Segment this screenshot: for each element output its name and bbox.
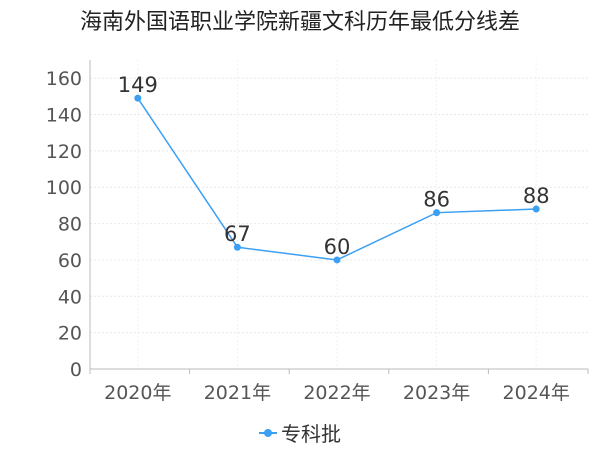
x-tick-label: 2023年 — [403, 382, 470, 404]
grid-lines — [90, 60, 588, 369]
y-tick-label: 100 — [46, 177, 82, 199]
data-point — [433, 209, 441, 217]
data-point — [134, 94, 142, 102]
x-tick-label: 2021年 — [204, 382, 271, 404]
series-group — [134, 94, 540, 264]
data-label: 67 — [224, 222, 251, 246]
y-tick-label: 80 — [58, 214, 82, 236]
y-tick-label: 40 — [58, 286, 82, 308]
data-labels: 149 67 60 86 88 — [118, 73, 550, 259]
y-tick-label: 20 — [58, 323, 82, 345]
x-tick-label: 2024年 — [503, 382, 570, 404]
legend[interactable]: 专科批 — [0, 418, 600, 447]
data-label: 60 — [324, 235, 351, 259]
x-tick-labels: 2020年 2021年 2022年 2023年 2024年 — [104, 382, 570, 404]
data-point — [233, 243, 241, 251]
legend-label: 专科批 — [281, 422, 341, 446]
y-tick-label: 140 — [46, 105, 82, 127]
chart-title: 海南外国语职业学院新疆文科历年最低分线差 — [79, 10, 520, 35]
x-tick-label: 2022年 — [303, 382, 370, 404]
y-tick-label: 160 — [46, 68, 82, 90]
data-label: 149 — [118, 73, 158, 97]
data-point — [333, 256, 341, 264]
axes — [89, 60, 589, 374]
x-tick-label: 2020年 — [104, 382, 171, 404]
y-tick-label: 0 — [70, 359, 82, 381]
data-point — [532, 205, 540, 213]
data-label: 88 — [523, 184, 550, 208]
y-tick-label: 120 — [46, 141, 82, 163]
legend-marker-icon — [259, 428, 277, 438]
y-tick-labels: 0 20 40 60 80 100 120 140 160 — [46, 68, 82, 381]
data-label: 86 — [423, 188, 450, 212]
y-tick-label: 60 — [58, 250, 82, 272]
